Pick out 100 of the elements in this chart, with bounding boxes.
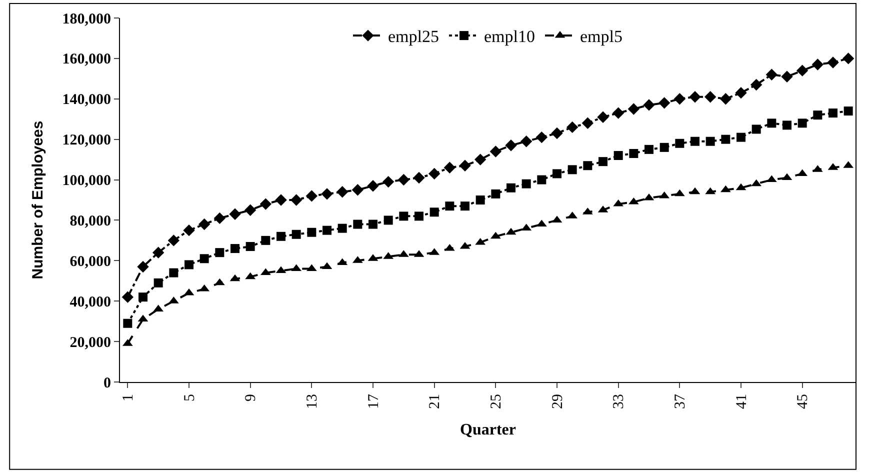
point bbox=[368, 220, 378, 229]
point bbox=[261, 236, 270, 245]
y-tick-label: 0 bbox=[104, 375, 111, 392]
point bbox=[246, 242, 255, 252]
point bbox=[244, 204, 256, 216]
point bbox=[597, 111, 609, 123]
point bbox=[568, 165, 577, 174]
x-tick-label: 21 bbox=[427, 394, 444, 409]
point bbox=[490, 146, 502, 158]
point bbox=[184, 260, 194, 270]
legend-label: empl5 bbox=[580, 27, 622, 46]
x-tick-label: 5 bbox=[182, 394, 198, 402]
point bbox=[520, 136, 532, 148]
x-tick-label: 29 bbox=[550, 394, 566, 409]
point bbox=[307, 228, 316, 237]
point bbox=[612, 107, 624, 119]
point bbox=[766, 68, 778, 80]
point bbox=[644, 144, 654, 154]
y-tick-label: 180,000 bbox=[62, 11, 111, 28]
point bbox=[735, 86, 747, 99]
legend-label: empl10 bbox=[484, 27, 535, 46]
point bbox=[444, 162, 456, 174]
legend-label: empl25 bbox=[388, 27, 439, 46]
point bbox=[430, 208, 439, 217]
point bbox=[491, 189, 500, 198]
point bbox=[322, 226, 332, 235]
point bbox=[336, 186, 348, 198]
point bbox=[398, 174, 410, 186]
point bbox=[505, 140, 517, 152]
point bbox=[168, 234, 180, 246]
x-tick-label: 1 bbox=[120, 394, 137, 402]
point bbox=[813, 110, 822, 120]
point bbox=[704, 91, 716, 103]
y-tick-label: 160,000 bbox=[62, 52, 111, 68]
point bbox=[154, 278, 163, 288]
point bbox=[276, 232, 286, 241]
point bbox=[200, 254, 209, 264]
point bbox=[384, 216, 393, 225]
y-tick-label: 40,000 bbox=[70, 294, 111, 310]
point bbox=[614, 151, 623, 160]
point bbox=[643, 99, 655, 111]
y-tick-label: 100,000 bbox=[62, 173, 111, 190]
y-tick-label: 60,000 bbox=[70, 254, 111, 270]
point bbox=[689, 91, 701, 103]
point bbox=[353, 220, 362, 229]
point bbox=[660, 142, 669, 152]
x-tick-label: 13 bbox=[304, 394, 321, 409]
point bbox=[214, 212, 226, 224]
point bbox=[736, 132, 746, 142]
point bbox=[796, 64, 808, 76]
point bbox=[183, 224, 195, 236]
point bbox=[598, 157, 608, 166]
point bbox=[767, 118, 776, 128]
x-tick-label: 41 bbox=[734, 394, 750, 409]
point bbox=[459, 160, 471, 172]
point bbox=[428, 168, 440, 180]
point bbox=[827, 56, 839, 68]
point bbox=[536, 131, 548, 144]
point bbox=[674, 93, 686, 105]
point bbox=[658, 97, 670, 109]
point bbox=[828, 108, 838, 118]
point bbox=[582, 117, 594, 130]
point bbox=[798, 118, 807, 128]
point bbox=[413, 172, 425, 184]
point bbox=[812, 58, 824, 70]
point bbox=[721, 134, 730, 144]
point bbox=[750, 78, 762, 91]
point bbox=[137, 260, 149, 273]
point bbox=[445, 202, 454, 211]
point bbox=[321, 188, 333, 200]
point bbox=[367, 180, 379, 192]
point bbox=[352, 184, 364, 196]
point bbox=[229, 208, 241, 220]
point bbox=[752, 124, 761, 134]
y-tick-label: 20,000 bbox=[70, 334, 111, 351]
point bbox=[522, 179, 531, 188]
point bbox=[122, 291, 134, 303]
x-tick-label: 25 bbox=[488, 394, 505, 409]
point bbox=[230, 244, 240, 254]
point bbox=[152, 246, 164, 258]
x-axis-title: Quarter bbox=[460, 422, 516, 439]
point bbox=[781, 70, 793, 82]
point bbox=[260, 198, 272, 210]
x-tick-label: 17 bbox=[366, 394, 382, 409]
point bbox=[476, 196, 485, 204]
point bbox=[842, 52, 854, 64]
point bbox=[169, 268, 178, 278]
point bbox=[290, 194, 302, 206]
x-tick-label: 45 bbox=[795, 394, 812, 409]
point bbox=[675, 138, 684, 148]
x-tick-label: 9 bbox=[243, 394, 260, 402]
point bbox=[198, 218, 210, 230]
point bbox=[460, 202, 470, 211]
point bbox=[844, 106, 853, 116]
point bbox=[628, 103, 640, 115]
point bbox=[338, 224, 347, 233]
point bbox=[215, 248, 224, 258]
x-tick-label: 33 bbox=[611, 394, 628, 409]
point bbox=[506, 183, 516, 192]
point bbox=[414, 212, 424, 221]
